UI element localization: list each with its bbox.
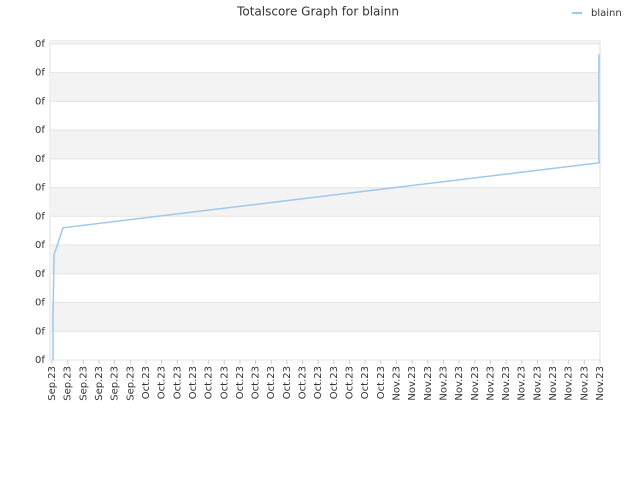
- y-tick-label: 0f: [35, 326, 45, 337]
- grid-band: [50, 245, 600, 274]
- x-tick-label: Nov.23: [454, 366, 465, 401]
- y-tick-label: 0f: [35, 269, 45, 280]
- grid-band: [50, 41, 600, 44]
- y-tick-label: 0f: [35, 298, 45, 309]
- x-tick-label: Nov.23: [423, 366, 434, 401]
- x-tick-label: Nov.23: [391, 366, 402, 401]
- x-tick-label: Nov.23: [485, 366, 496, 401]
- x-tick-label: Nov.23: [470, 366, 481, 401]
- x-tick-label: Oct.23: [235, 366, 246, 399]
- line: [52, 54, 600, 360]
- y-tick-label: 0f: [35, 125, 45, 136]
- x-tick-label: Nov.23: [579, 366, 590, 401]
- x-tick-label: Oct.23: [251, 366, 262, 399]
- x-tick-label: Sep.23: [110, 366, 121, 401]
- x-tick-label: Oct.23: [376, 366, 387, 399]
- x-tick-label: Sep.23: [63, 366, 74, 401]
- x-tick-label: Oct.23: [329, 366, 340, 399]
- y-tick-label: 0f: [35, 355, 45, 366]
- x-tick-label: Nov.23: [438, 366, 449, 401]
- x-tick-label: Oct.23: [219, 366, 230, 399]
- grid-band: [50, 130, 600, 159]
- x-tick-label: Nov.23: [548, 366, 559, 401]
- x-tick-label: Oct.23: [345, 366, 356, 399]
- x-tick-label: Oct.23: [266, 366, 277, 399]
- grid-band: [50, 302, 600, 332]
- x-tick-label: Oct.23: [204, 366, 215, 399]
- chart-title: Totalscore Graph for blainn: [236, 5, 399, 19]
- x-tick-label: Oct.23: [360, 366, 371, 399]
- x-tick-label: Sep.23: [78, 366, 89, 401]
- x-tick-label: Nov.23: [564, 366, 575, 401]
- x-tick-label: Oct.23: [298, 366, 309, 399]
- x-tick-label: Oct.23: [157, 366, 168, 399]
- x-tick-label: Oct.23: [282, 366, 293, 399]
- grid-band: [50, 187, 600, 217]
- grid-band: [50, 72, 600, 102]
- legend-label: blainn: [591, 8, 622, 19]
- y-tick-label: 0f: [35, 240, 45, 251]
- y-tick-label: 0f: [35, 211, 45, 222]
- y-tick-label: 0f: [35, 68, 45, 79]
- x-tick-label: Nov.23: [532, 366, 543, 401]
- y-tick-label: 0f: [35, 183, 45, 194]
- y-tick-label: 0f: [35, 39, 45, 50]
- x-tick-label: Nov.23: [595, 366, 606, 401]
- x-tick-label: Nov.23: [501, 366, 512, 401]
- x-tick-label: Sep.23: [47, 366, 58, 401]
- x-tick-label: Oct.23: [141, 366, 152, 399]
- x-tick-label: Oct.23: [188, 366, 199, 399]
- x-tick-label: Oct.23: [172, 366, 183, 399]
- x-tick-label: Nov.23: [407, 366, 418, 401]
- x-tick-label: Nov.23: [517, 366, 528, 401]
- x-tick-label: Sep.23: [94, 366, 105, 401]
- y-tick-label: 0f: [35, 96, 45, 107]
- x-tick-label: Oct.23: [313, 366, 324, 399]
- y-tick-label: 0f: [35, 154, 45, 165]
- x-tick-label: Sep.23: [125, 366, 136, 401]
